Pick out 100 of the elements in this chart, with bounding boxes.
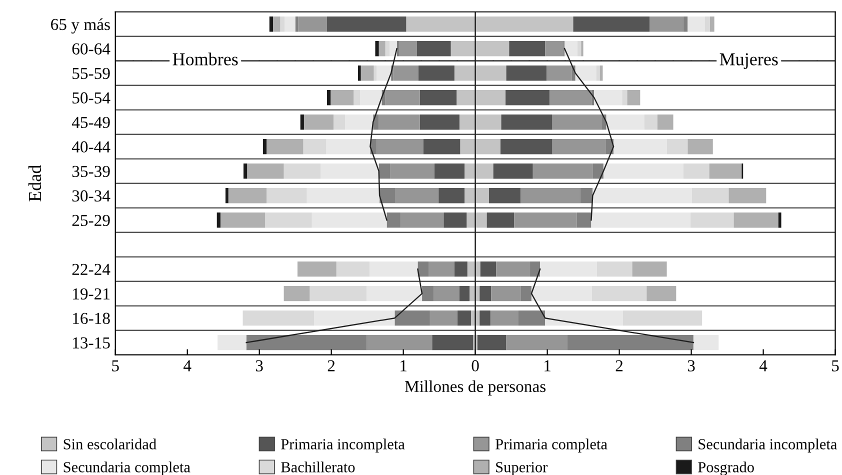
bar [284, 164, 321, 179]
x-tick-label: 2 [616, 360, 623, 372]
bar [514, 212, 577, 228]
bar [336, 261, 370, 277]
bar [688, 139, 713, 154]
bar [314, 310, 395, 326]
bar [393, 66, 418, 81]
bar [488, 188, 521, 204]
bar [306, 188, 380, 204]
bar [480, 310, 490, 326]
y-tick-label: 19-21 [73, 288, 110, 300]
annotation: Hombres [172, 52, 238, 66]
legend-label: Secundaria incompleta [698, 438, 837, 452]
legend-label: Primaria incompleta [281, 438, 405, 452]
bar [520, 188, 580, 204]
bar [320, 164, 379, 179]
bar [378, 164, 390, 179]
x-tick-label: 4 [759, 360, 768, 372]
bar [580, 188, 593, 204]
x-tick-label: 2 [328, 360, 335, 372]
x-tick-label: 5 [832, 360, 839, 372]
bar [493, 164, 533, 179]
bar [400, 212, 444, 228]
bar [390, 41, 397, 56]
bar [216, 212, 220, 228]
bar [683, 164, 710, 179]
bar [704, 16, 710, 32]
bar [369, 261, 418, 277]
bar [358, 66, 361, 81]
bar [228, 188, 267, 204]
y-axis-title: Edad [28, 165, 42, 202]
x-tick-label: 0 [472, 360, 479, 372]
bar [420, 114, 460, 130]
bar [545, 41, 564, 56]
bar [375, 41, 379, 56]
bar [242, 310, 314, 326]
bar [265, 212, 312, 228]
bar [386, 212, 400, 228]
bar [530, 261, 540, 277]
bar [646, 286, 676, 302]
bar [622, 310, 702, 326]
annotation: Mujeres [720, 53, 778, 70]
bar [564, 41, 578, 56]
bar [330, 90, 354, 106]
legend-label: Secundaria completa [64, 462, 190, 475]
bar [531, 286, 592, 302]
y-tick-label: 45-49 [72, 116, 110, 128]
bar [438, 188, 465, 204]
bar [418, 261, 429, 277]
bar [432, 334, 474, 350]
bar [378, 114, 420, 130]
bar [220, 212, 266, 228]
bar [496, 261, 530, 277]
bar [693, 334, 719, 350]
bar [506, 90, 550, 106]
bar [418, 66, 454, 81]
bar [518, 310, 546, 326]
y-tick-label: 30-34 [72, 190, 110, 202]
y-tick-label: 40-44 [72, 141, 110, 153]
bar [280, 16, 285, 32]
y-tick-label: 50-54 [72, 92, 110, 104]
bar [477, 334, 506, 350]
bar [244, 164, 248, 179]
bar [650, 16, 684, 32]
bar [480, 286, 492, 302]
y-tick-label: 60-64 [72, 43, 110, 55]
bar [509, 41, 546, 56]
bar [345, 114, 374, 130]
bar [520, 286, 532, 302]
bar [596, 261, 632, 277]
x-tick-label: 1 [544, 360, 550, 372]
bar [603, 164, 684, 179]
bar [273, 16, 280, 32]
bar [457, 310, 471, 326]
bar [688, 16, 705, 32]
bar [266, 139, 304, 154]
x-tick-label: 3 [688, 360, 695, 372]
bar [300, 114, 304, 130]
x-tick-label: 3 [256, 360, 263, 372]
bar [297, 261, 336, 277]
bar [606, 114, 644, 130]
bar [304, 114, 334, 130]
bar [284, 16, 296, 32]
bar [298, 16, 328, 32]
x-tick-label: 5 [112, 360, 119, 372]
bar [354, 90, 360, 106]
bar [459, 286, 470, 302]
bar [326, 139, 370, 154]
bar [632, 261, 667, 277]
bar [491, 286, 521, 302]
bar [376, 139, 424, 154]
bar [378, 41, 386, 56]
bar [434, 286, 460, 302]
bar [366, 286, 422, 302]
y-tick-label: 22-24 [72, 264, 110, 275]
bar [428, 261, 454, 277]
bar [506, 334, 568, 350]
y-tick-label: 13-15 [73, 337, 110, 349]
bar [734, 212, 778, 228]
bar [486, 212, 514, 228]
